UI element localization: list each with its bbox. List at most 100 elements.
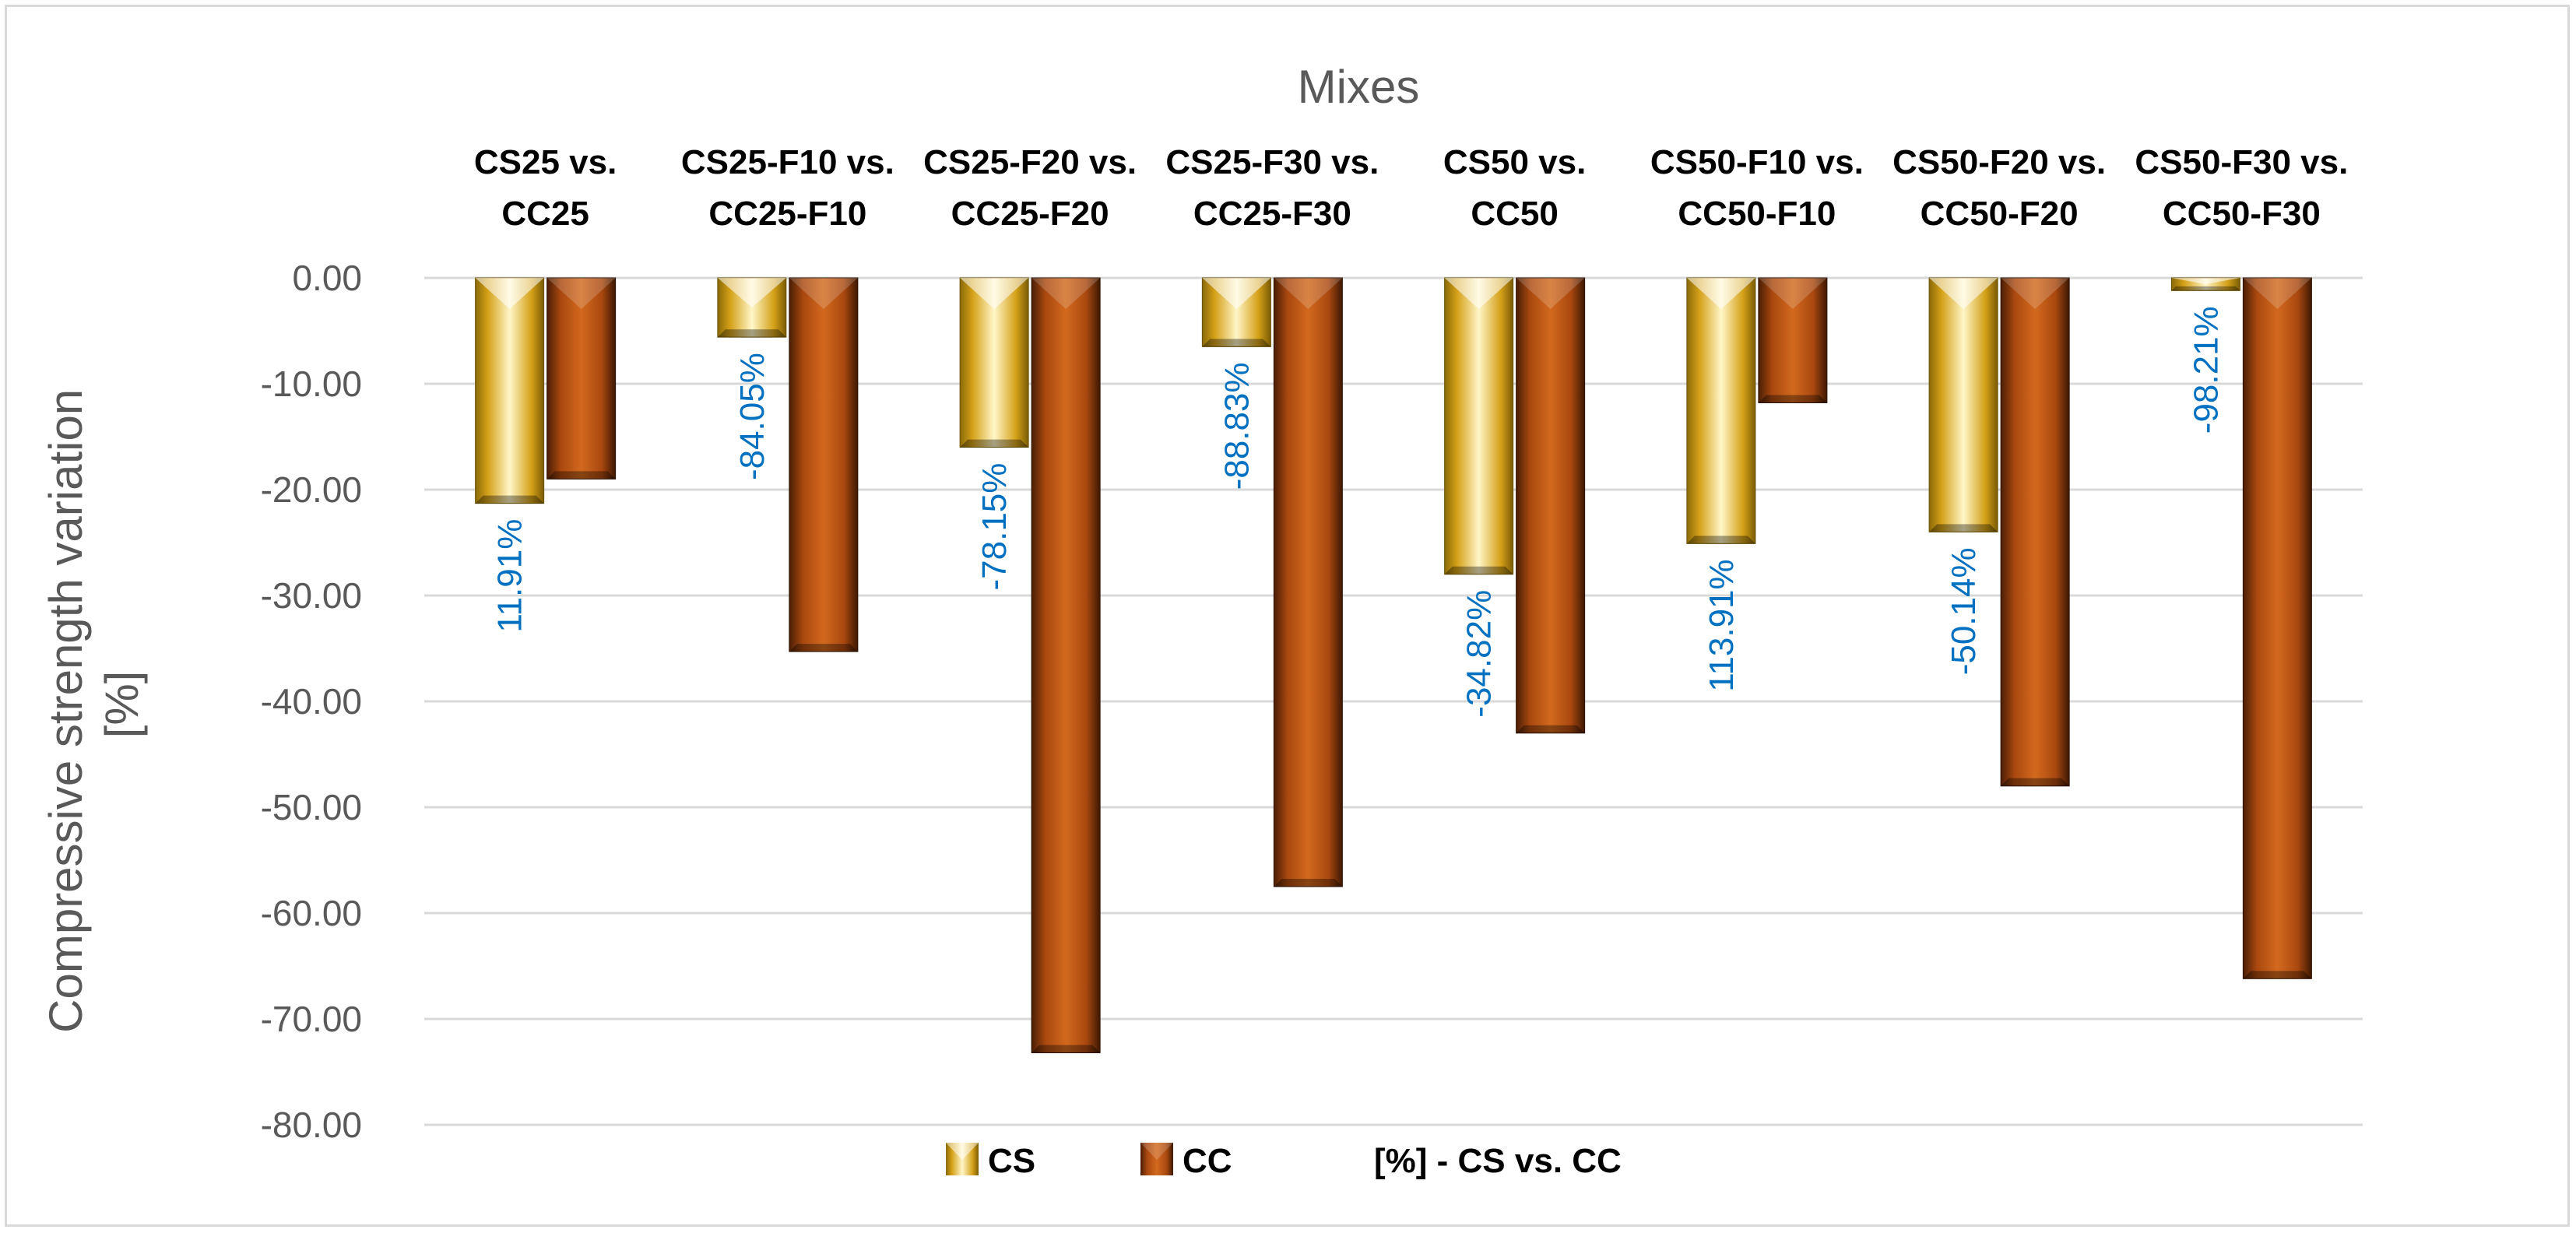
gridlines: [424, 276, 2363, 1126]
bar-body: [1758, 277, 1828, 403]
bar-cs: [1686, 277, 1756, 544]
bar-bevel-top: [789, 278, 858, 309]
y-tick-label: -60.00: [261, 893, 362, 933]
bar-bevel-top: [717, 278, 786, 308]
bar-bevel-bottom: [1758, 395, 1827, 403]
y-axis-title-line-1: Compressive strength variation: [40, 389, 92, 1033]
legend-entry: [%] - CS vs. CC: [1374, 1142, 1622, 1180]
bar-bevel-bottom: [960, 439, 1029, 448]
category-label-line: CC50-F10: [1678, 195, 1836, 233]
y-tick-label: -50.00: [261, 787, 362, 827]
bar-body: [2000, 277, 2070, 787]
bar-bevel-top: [1274, 278, 1343, 309]
bars: [475, 277, 2312, 1054]
y-axis-title: Compressive strength variation [%]: [40, 376, 148, 1033]
bar-bevel-top: [1516, 278, 1585, 309]
bar-bevel-top: [2243, 278, 2312, 309]
bar-bevel-bottom: [789, 644, 858, 652]
bar-body: [1444, 277, 1514, 575]
category-label-line: CC25-F10: [708, 195, 866, 233]
percentage-label: 11.91%: [491, 519, 529, 633]
bar-bevel-top: [1031, 278, 1101, 309]
percentage-label: -34.82%: [1460, 590, 1499, 718]
bar-bevel-bottom: [2243, 971, 2312, 979]
category-label: CS50-F20 vs. CC50-F20: [1892, 143, 2106, 233]
bar-cc: [1758, 277, 1828, 403]
bar-body: [475, 277, 545, 504]
bar-body: [1686, 277, 1756, 544]
bar-cc: [1031, 277, 1101, 1054]
percentage-label: -84.05%: [733, 353, 771, 480]
bar-cc: [1516, 277, 1586, 734]
category-label-line: CS25 vs.: [474, 143, 617, 181]
bar-bevel-bottom: [2001, 778, 2070, 786]
bar-bevel-top: [960, 278, 1029, 309]
category-label-line: CS50-F10 vs.: [1650, 143, 1864, 181]
bar-bevel-bottom: [1686, 536, 1755, 544]
bar-body: [1928, 277, 1998, 532]
y-tick-label: -10.00: [261, 364, 362, 404]
bar-cc: [1273, 277, 1343, 887]
category-label-line: CS25-F10 vs.: [681, 143, 894, 181]
legend-label: CC: [1183, 1142, 1232, 1180]
bar-bevel-bottom: [1274, 879, 1343, 887]
legend-swatch-bevel: [946, 1143, 979, 1160]
bar-bevel-bottom: [1202, 339, 1271, 347]
bar-bevel-bottom: [1516, 725, 1585, 733]
bar-body: [2242, 277, 2312, 979]
category-label-line: CC50-F30: [2163, 195, 2321, 233]
bar-cs: [1444, 277, 1514, 575]
percentage-label: -98.21%: [2187, 306, 2225, 434]
bar-cs: [959, 277, 1029, 448]
bar-bevel-bottom: [546, 471, 616, 480]
legend-swatch-bevel: [1140, 1143, 1173, 1160]
bar-body: [1516, 277, 1586, 734]
category-label-line: CC50: [1471, 195, 1559, 233]
y-tick-label: -30.00: [261, 575, 362, 616]
bar-bevel-top: [1929, 278, 1998, 309]
y-tick-label: -40.00: [261, 681, 362, 722]
category-label-line: CS50-F20 vs.: [1892, 143, 2106, 181]
category-label: CS25-F30 vs. CC25-F30: [1165, 143, 1379, 233]
category-label: CS25-F10 vs. CC25-F10: [681, 143, 894, 233]
legend-label: [%] - CS vs. CC: [1374, 1142, 1622, 1180]
category-label: CS50-F10 vs. CC50-F10: [1650, 143, 1864, 233]
bar-bevel-top: [1202, 278, 1271, 309]
bar-cc: [2000, 277, 2070, 787]
bar-body: [1031, 277, 1101, 1054]
bar-bevel-bottom: [475, 495, 544, 504]
bar-cs: [475, 277, 545, 504]
bar-bevel-top: [475, 278, 544, 309]
x-axis-title: Mixes: [1298, 61, 1420, 113]
bar-bevel-bottom: [717, 329, 786, 338]
percentage-label: -88.83%: [1218, 362, 1256, 490]
bar-cs: [717, 277, 787, 338]
y-tick-label: -80.00: [261, 1105, 362, 1145]
category-label-line: CC25: [501, 195, 589, 233]
category-label-line: CS50 vs.: [1443, 143, 1586, 181]
percentage-label: 113.91%: [1703, 559, 1741, 691]
bar-cc: [546, 277, 617, 480]
y-tick-label: -20.00: [261, 469, 362, 510]
category-label-line: CC50-F20: [1921, 195, 2079, 233]
percentage-label: -50.14%: [1945, 547, 1983, 675]
category-label-line: CS50-F30 vs.: [2135, 143, 2348, 181]
bar-body: [789, 277, 859, 652]
category-label: CS25-F20 vs. CC25-F20: [923, 143, 1137, 233]
bar-bevel-top: [2171, 278, 2240, 285]
bar-cc: [2242, 277, 2312, 979]
bar-body: [1273, 277, 1343, 887]
category-label-line: CC25-F30: [1193, 195, 1351, 233]
bar-cs: [1201, 277, 1271, 347]
bar-bevel-top: [1758, 278, 1827, 309]
bar-bevel-top: [1686, 278, 1755, 309]
bar-bevel-top: [1444, 278, 1513, 309]
bar-bevel-top: [546, 278, 616, 309]
category-label-line: CS25-F20 vs.: [923, 143, 1137, 181]
bar-bevel-bottom: [1444, 566, 1513, 574]
bar-cc: [789, 277, 859, 652]
category-label: CS50 vs. CC50: [1443, 143, 1586, 233]
bar-bevel-bottom: [2171, 286, 2240, 291]
bar-bevel-bottom: [1031, 1045, 1101, 1053]
category-labels: CS25 vs. CC25 CS25-F10 vs. CC25-F10 CS25-F20…: [474, 143, 2348, 233]
